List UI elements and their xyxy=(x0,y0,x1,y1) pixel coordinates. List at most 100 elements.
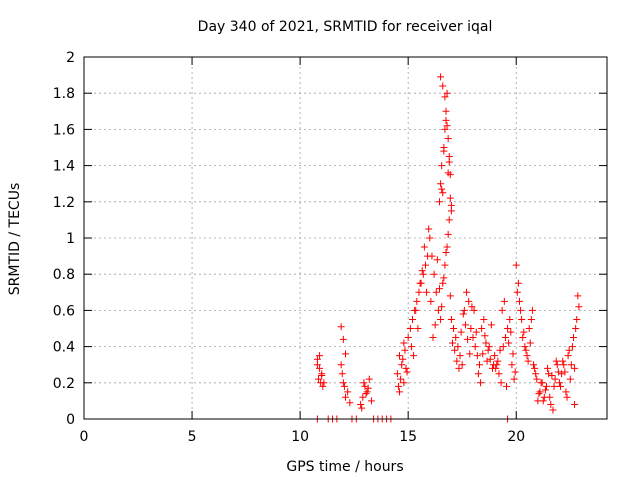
data-point xyxy=(519,334,527,342)
data-point xyxy=(571,401,579,409)
data-point xyxy=(478,325,486,332)
data-point xyxy=(428,252,436,260)
data-point xyxy=(475,361,483,369)
data-point xyxy=(466,350,474,358)
data-point xyxy=(514,279,522,287)
data-point xyxy=(314,375,322,383)
data-point xyxy=(408,315,416,323)
data-point xyxy=(342,393,349,401)
data-point xyxy=(339,335,347,343)
data-point xyxy=(530,361,538,369)
data-point xyxy=(416,279,424,287)
data-point xyxy=(542,382,550,390)
data-point xyxy=(481,332,489,340)
data-point xyxy=(456,352,464,360)
data-point xyxy=(420,243,428,251)
data-point xyxy=(441,125,449,133)
y-tick-label: 0.6 xyxy=(53,303,75,319)
data-point xyxy=(554,368,562,376)
data-point xyxy=(503,382,511,390)
data-point xyxy=(513,288,521,296)
data-point xyxy=(453,357,461,365)
y-tick-label: 2 xyxy=(66,50,75,66)
x-tick-label: 15 xyxy=(399,429,417,445)
data-point xyxy=(340,382,348,390)
x-tick-label: 5 xyxy=(188,429,197,445)
data-point xyxy=(400,379,408,387)
data-point xyxy=(463,288,471,296)
data-point xyxy=(528,306,536,314)
data-point xyxy=(454,343,462,351)
data-point xyxy=(407,343,415,351)
data-point xyxy=(437,73,445,81)
data-point xyxy=(468,303,476,311)
data-point xyxy=(501,334,509,342)
data-point xyxy=(496,346,504,354)
data-point xyxy=(429,334,437,342)
data-point xyxy=(536,388,544,396)
data-point xyxy=(537,379,545,387)
data-point xyxy=(455,364,463,372)
data-point xyxy=(442,116,450,124)
data-point xyxy=(546,393,554,401)
data-point xyxy=(557,382,565,390)
data-point xyxy=(551,375,559,383)
data-point xyxy=(344,388,352,396)
data-point xyxy=(512,261,520,269)
data-point xyxy=(316,352,324,360)
data-point xyxy=(447,201,455,209)
data-point xyxy=(525,325,533,332)
data-point xyxy=(573,315,581,323)
y-tick-label: 1.2 xyxy=(53,195,75,211)
data-point xyxy=(526,339,534,347)
data-point xyxy=(480,315,488,323)
data-point xyxy=(485,343,493,351)
data-point xyxy=(505,339,513,347)
data-point xyxy=(515,297,523,305)
data-point xyxy=(550,382,558,390)
data-point xyxy=(443,89,451,97)
data-point xyxy=(397,375,405,383)
data-point xyxy=(518,315,526,323)
data-point xyxy=(438,162,446,170)
data-point xyxy=(444,134,452,142)
data-point xyxy=(479,350,487,358)
y-tick-label: 1.8 xyxy=(53,86,75,102)
data-point xyxy=(442,248,450,256)
y-tick-label: 1.4 xyxy=(53,159,75,175)
data-point xyxy=(511,368,519,376)
data-point xyxy=(510,375,518,383)
data-point xyxy=(433,256,441,264)
x-tick-label: 10 xyxy=(291,429,309,445)
data-point xyxy=(339,379,347,387)
data-point xyxy=(436,198,444,206)
x-tick-label: 20 xyxy=(507,429,525,445)
data-point xyxy=(396,352,404,360)
data-point xyxy=(403,368,411,376)
y-tick-label: 0.4 xyxy=(53,340,75,356)
data-point xyxy=(493,361,501,369)
data-point xyxy=(320,379,328,387)
data-point xyxy=(434,306,442,314)
data-point xyxy=(563,393,571,401)
data-point xyxy=(504,325,512,332)
data-point xyxy=(401,346,409,354)
data-point xyxy=(446,194,454,202)
data-point xyxy=(548,372,556,380)
data-point xyxy=(432,288,440,296)
data-point xyxy=(419,270,427,278)
data-point xyxy=(393,370,401,378)
data-point xyxy=(445,158,453,166)
data-point xyxy=(365,375,373,383)
data-point xyxy=(442,107,450,115)
data-point xyxy=(544,364,552,372)
data-point xyxy=(572,325,580,332)
data-point xyxy=(445,216,453,224)
data-point xyxy=(458,361,466,369)
data-point xyxy=(459,310,467,318)
data-point xyxy=(447,315,455,323)
data-point xyxy=(497,379,505,387)
data-point xyxy=(559,357,567,365)
data-point xyxy=(574,292,582,300)
data-point xyxy=(566,375,574,383)
